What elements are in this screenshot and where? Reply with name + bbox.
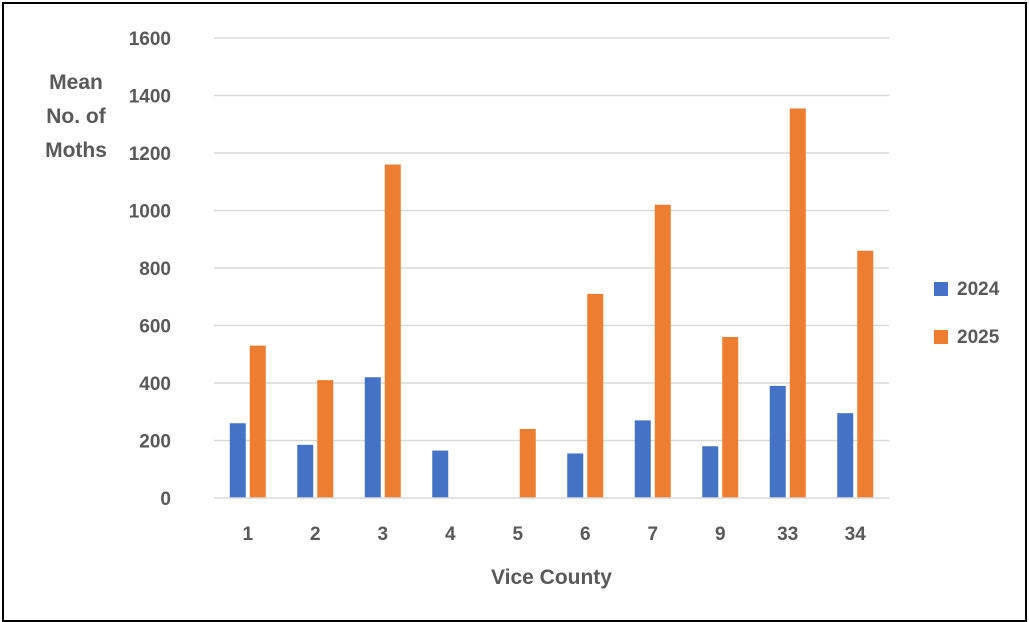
x-tick-label-4: 4 (445, 524, 456, 545)
y-tick-label-1000: 1000 (129, 202, 171, 223)
x-tick-label-5: 5 (512, 524, 523, 545)
bar-2024-9 (702, 446, 719, 498)
bar-2025-2 (317, 380, 334, 498)
x-tick-label-1: 1 (242, 524, 253, 545)
bar-2025-1 (249, 345, 266, 498)
y-tick-label-800: 800 (139, 259, 171, 280)
x-tick-label-6: 6 (580, 524, 591, 545)
bar-2024-33 (769, 385, 786, 498)
legend-swatch-2024 (934, 282, 948, 296)
bar-2025-7 (654, 204, 671, 498)
bar-2024-7 (634, 420, 651, 498)
y-tick-label-0: 0 (160, 489, 171, 510)
x-tick-label-34: 34 (845, 524, 867, 545)
bar-2024-34 (837, 413, 854, 498)
bar-2024-2 (297, 444, 314, 498)
y-axis-title-line-1: Mean (49, 71, 103, 94)
y-tick-label-400: 400 (139, 374, 171, 395)
x-tick-label-7: 7 (647, 524, 658, 545)
bar-2024-3 (364, 377, 381, 498)
bar-2025-5 (519, 429, 536, 498)
x-tick-label-2: 2 (310, 524, 321, 545)
bar-2024-6 (567, 453, 584, 498)
legend-label-2024: 2024 (957, 279, 1000, 300)
y-tick-label-1600: 1600 (129, 29, 171, 50)
y-axis-title-line-2: No. of (46, 105, 106, 128)
bar-2025-3 (384, 164, 401, 498)
bar-2024-4 (432, 450, 449, 498)
y-axis-title-line-3: Moths (45, 139, 107, 162)
y-axis-title: Mean No. of Moths (45, 71, 107, 162)
y-tick-label-200: 200 (139, 432, 171, 453)
x-tick-label-33: 33 (777, 524, 798, 545)
y-axis-ticks: 0 200 400 600 800 1000 1200 1400 1600 (129, 29, 171, 510)
y-tick-label-600: 600 (139, 317, 171, 338)
x-axis-title: Vice County (491, 566, 612, 589)
bar-2024-1 (229, 423, 246, 498)
x-axis-ticks: 1 2 3 4 5 6 7 9 33 34 (242, 524, 866, 545)
y-tick-label-1200: 1200 (129, 144, 171, 165)
bar-2025-9 (722, 337, 739, 498)
legend-swatch-2025 (934, 330, 948, 344)
x-tick-label-9: 9 (715, 524, 726, 545)
legend: 2024 2025 (934, 279, 1000, 348)
gridlines (214, 37, 889, 442)
y-tick-label-1400: 1400 (129, 87, 171, 108)
bar-2025-34 (857, 250, 874, 498)
x-tick-label-3: 3 (377, 524, 388, 545)
legend-label-2025: 2025 (957, 327, 1000, 348)
bar-2025-33 (789, 108, 806, 498)
bar-2025-6 (587, 293, 604, 498)
bars (229, 108, 874, 498)
